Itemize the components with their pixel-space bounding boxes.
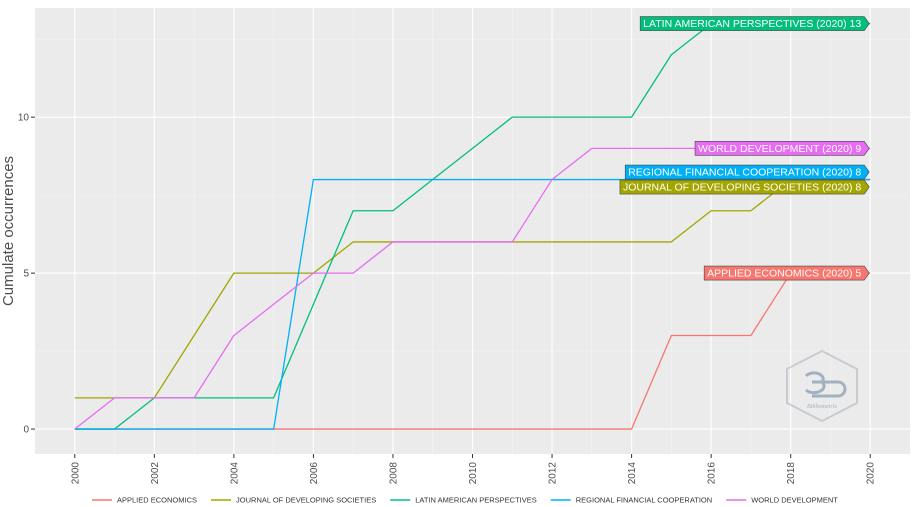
end-label-box	[694, 141, 870, 156]
end-label-box	[703, 265, 870, 281]
y-axis-title: Cumulate occurrences	[0, 156, 17, 306]
end-label: APPLIED ECONOMICS (2020) 5	[703, 265, 870, 281]
x-tick-label: 2000	[70, 462, 81, 485]
x-tick-label: 2018	[786, 462, 797, 485]
x-tick-label: 2006	[309, 462, 320, 485]
legend-label: WORLD DEVELOPMENT	[751, 496, 838, 505]
end-label-text: REGIONAL FINANCIAL COOPERATION (2020) 8	[628, 167, 861, 179]
y-tick-label: 0	[23, 425, 29, 436]
bibliometrix-logo-icon: Bibliometrix	[786, 349, 858, 423]
legend-label: APPLIED ECONOMICS	[117, 496, 197, 505]
legend-label: REGIONAL FINANCIAL COOPERATION	[576, 496, 712, 505]
end-label: REGIONAL FINANCIAL COOPERATION (2020) 8	[624, 164, 870, 180]
end-label: LATIN AMERICAN PERSPECTIVES (2020) 13	[639, 16, 870, 31]
x-tick-label: 2010	[468, 462, 479, 485]
x-tick-label: 2008	[388, 462, 399, 485]
y-axis: 0 5 10	[18, 113, 35, 436]
x-tick-label: 2004	[229, 462, 240, 485]
legend-item: LATIN AMERICAN PERSPECTIVES	[390, 496, 537, 505]
x-tick-label: 2002	[150, 462, 161, 485]
end-labels: APPLIED ECONOMICS (2020) 5 JOURNAL OF DEV…	[619, 16, 870, 281]
y-tick-label: 5	[23, 269, 29, 280]
end-label-box	[619, 179, 870, 195]
end-label-box	[624, 164, 870, 180]
legend-label: LATIN AMERICAN PERSPECTIVES	[415, 496, 537, 505]
x-axis: 2000 2002 2004 2006 2008 2010 2012 2014 2016 2018…	[70, 454, 877, 485]
legend-item: JOURNAL OF DEVELOPING SOCIETIES	[211, 496, 376, 505]
end-label-text: APPLIED ECONOMICS (2020) 5	[707, 268, 861, 280]
series-line	[74, 178, 871, 430]
x-tick-label: 2020	[866, 462, 877, 485]
end-label-box	[639, 16, 870, 31]
end-label-text: JOURNAL OF DEVELOPING SOCIETIES (2020) 8	[623, 182, 861, 194]
legend-item: REGIONAL FINANCIAL COOPERATION	[550, 496, 712, 505]
legend-label: JOURNAL OF DEVELOPING SOCIETIES	[236, 496, 376, 505]
legend-item: WORLD DEVELOPMENT	[726, 496, 838, 505]
x-tick-label: 2012	[548, 462, 559, 485]
legend-item: APPLIED ECONOMICS	[92, 496, 197, 505]
end-label: JOURNAL OF DEVELOPING SOCIETIES (2020) 8	[619, 179, 870, 195]
legend: APPLIED ECONOMICS JOURNAL OF DEVELOPING S…	[92, 496, 838, 505]
end-label: WORLD DEVELOPMENT (2020) 9	[694, 141, 870, 156]
end-label-text: LATIN AMERICAN PERSPECTIVES (2020) 13	[643, 18, 861, 30]
x-tick-label: 2014	[627, 462, 638, 485]
watermark-text: Bibliometrix	[807, 404, 837, 410]
y-tick-label: 10	[18, 113, 30, 124]
x-tick-label: 2016	[707, 462, 718, 485]
end-label-text: WORLD DEVELOPMENT (2020) 9	[698, 143, 861, 155]
